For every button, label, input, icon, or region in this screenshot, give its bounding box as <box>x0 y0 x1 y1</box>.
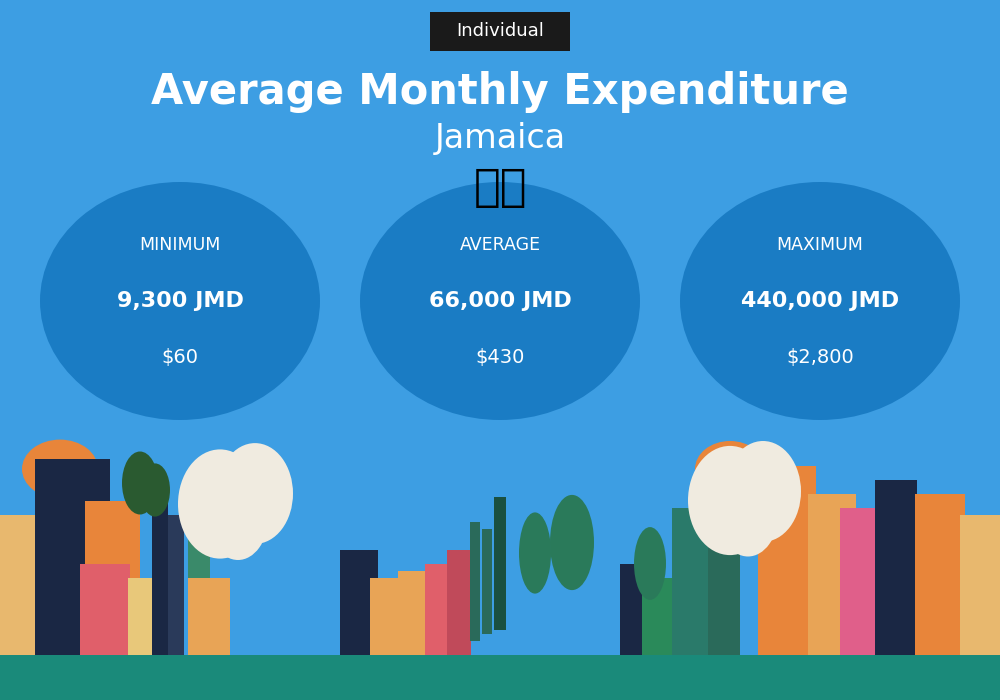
Bar <box>0 654 1000 700</box>
Bar <box>840 508 878 654</box>
Bar <box>168 514 184 654</box>
Text: Individual: Individual <box>456 22 544 41</box>
Bar <box>128 578 166 655</box>
Bar <box>672 508 710 654</box>
Ellipse shape <box>725 441 801 542</box>
Text: Average Monthly Expenditure: Average Monthly Expenditure <box>151 71 849 113</box>
Text: MINIMUM: MINIMUM <box>139 236 221 254</box>
Bar <box>199 511 210 630</box>
Bar <box>35 458 110 654</box>
Ellipse shape <box>550 495 594 590</box>
Text: 66,000 JMD: 66,000 JMD <box>429 291 571 311</box>
Text: 440,000 JMD: 440,000 JMD <box>741 291 899 311</box>
Ellipse shape <box>695 441 765 497</box>
Text: AVERAGE: AVERAGE <box>459 236 541 254</box>
Text: Jamaica: Jamaica <box>434 122 566 155</box>
Ellipse shape <box>22 440 98 498</box>
Ellipse shape <box>122 452 158 514</box>
Bar <box>425 564 449 654</box>
Ellipse shape <box>634 527 666 600</box>
Bar <box>494 497 506 630</box>
Ellipse shape <box>688 446 772 555</box>
Bar <box>620 564 642 654</box>
Ellipse shape <box>208 476 268 560</box>
Text: $2,800: $2,800 <box>786 347 854 367</box>
Text: 🇯🇲: 🇯🇲 <box>473 166 527 209</box>
Text: 9,300 JMD: 9,300 JMD <box>117 291 243 311</box>
Ellipse shape <box>680 182 960 420</box>
Bar <box>340 550 378 654</box>
Bar <box>875 480 917 654</box>
Bar <box>0 514 50 654</box>
Bar <box>470 522 480 640</box>
Text: MAXIMUM: MAXIMUM <box>777 236 863 254</box>
Bar <box>808 494 856 654</box>
Bar <box>642 578 672 655</box>
Ellipse shape <box>360 182 640 420</box>
Text: $60: $60 <box>162 347 198 367</box>
FancyBboxPatch shape <box>430 12 570 51</box>
Ellipse shape <box>217 443 293 544</box>
Bar <box>152 500 168 654</box>
Text: $430: $430 <box>475 347 525 367</box>
Ellipse shape <box>140 463 170 517</box>
Bar <box>447 550 471 654</box>
Bar <box>482 528 492 634</box>
Bar <box>708 536 740 654</box>
Bar <box>398 570 430 655</box>
Bar <box>80 564 130 654</box>
Bar <box>960 514 1000 654</box>
Bar <box>758 466 816 654</box>
Ellipse shape <box>178 449 262 559</box>
Ellipse shape <box>40 182 320 420</box>
Bar <box>188 504 199 637</box>
Bar <box>85 500 140 654</box>
Ellipse shape <box>519 512 551 594</box>
Bar <box>188 578 230 655</box>
Bar <box>370 578 402 655</box>
Ellipse shape <box>718 473 778 556</box>
Bar <box>915 494 965 654</box>
